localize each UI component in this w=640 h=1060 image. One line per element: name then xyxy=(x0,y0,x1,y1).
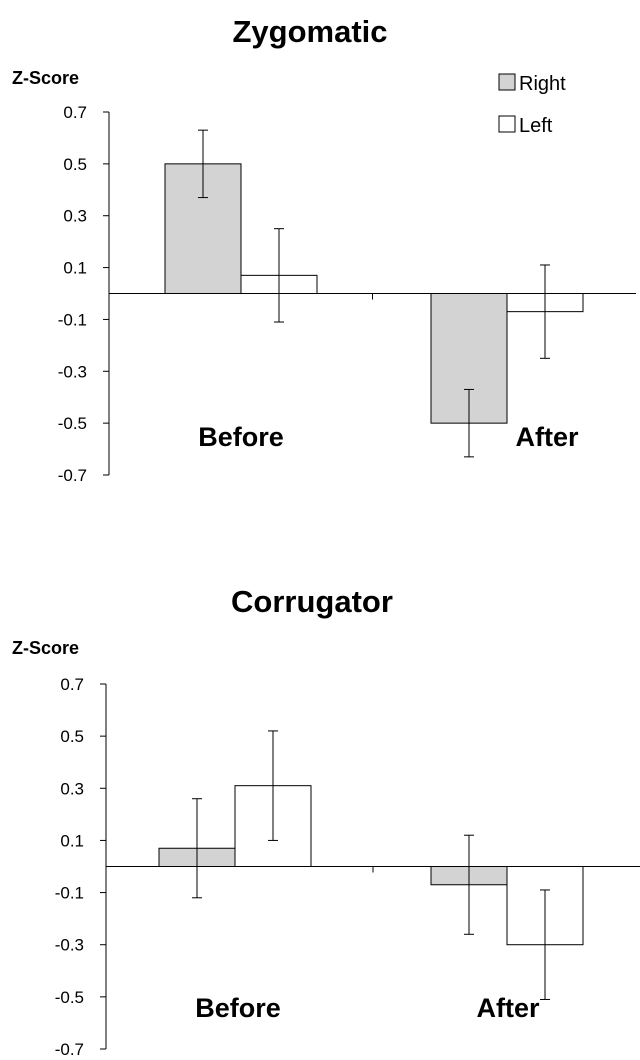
corrugator-title: Corrugator xyxy=(231,584,393,619)
corrugator-plot-area: 0.7 0.5 0.3 0.1 -0.1 -0.3 -0.5 -0.7 Before After xyxy=(55,675,640,1059)
zygomatic-y-tick-label: -0.1 xyxy=(58,310,87,329)
legend-label-right: Right xyxy=(519,73,566,95)
corrugator-y-tick-label: -0.7 xyxy=(55,1040,84,1059)
zygomatic-category-label-after: After xyxy=(515,422,578,452)
legend-swatch-right xyxy=(498,73,516,91)
corrugator-y-tick-label: -0.1 xyxy=(55,884,84,903)
zygomatic-y-tick-label: 0.7 xyxy=(63,103,87,122)
corrugator-y-tick-label: 0.1 xyxy=(60,831,84,850)
corrugator-y-tick-label: -0.5 xyxy=(55,988,84,1007)
zygomatic-panel: Zygomatic Z-Score Right Left 0.70.50.30.… xyxy=(12,14,636,485)
zygomatic-y-tick-label: 0.3 xyxy=(63,207,87,226)
zygomatic-y-axis-label: Z-Score xyxy=(12,68,79,88)
corrugator-category-label-before: Before xyxy=(195,993,281,1023)
zygomatic-legend: Right Left xyxy=(498,73,566,137)
legend-swatch-left xyxy=(498,115,516,133)
zygomatic-y-tick-label: -0.7 xyxy=(58,466,87,485)
zygomatic-plot-area: 0.7 0.5 0.3 0.1 -0.1 -0.3 -0.5 -0.7 Before After xyxy=(58,103,636,485)
zygomatic-category-label-before: Before xyxy=(198,422,284,452)
corrugator-y-axis-label: Z-Score xyxy=(12,638,79,658)
zygomatic-y-tick-label: -0.5 xyxy=(58,414,87,433)
corrugator-panel: Corrugator Z-Score 0.7 0.5 0.3 0.1 -0.1 -0.3 -… xyxy=(12,584,640,1059)
corrugator-y-tick-label: -0.3 xyxy=(55,936,84,955)
corrugator-y-tick-label: 0.5 xyxy=(60,727,84,746)
zygomatic-y-tick-label: -0.3 xyxy=(58,362,87,381)
zygomatic-y-tick-label: 0.5 xyxy=(63,155,87,174)
corrugator-category-label-after: After xyxy=(476,993,539,1023)
corrugator-y-tick-label: 0.3 xyxy=(60,779,84,798)
zygomatic-y-tick-label: 0.1 xyxy=(63,259,87,278)
zygomatic-title: Zygomatic xyxy=(232,14,387,49)
legend-label-left: Left xyxy=(519,115,553,137)
corrugator-y-tick-label: 0.7 xyxy=(60,675,84,694)
